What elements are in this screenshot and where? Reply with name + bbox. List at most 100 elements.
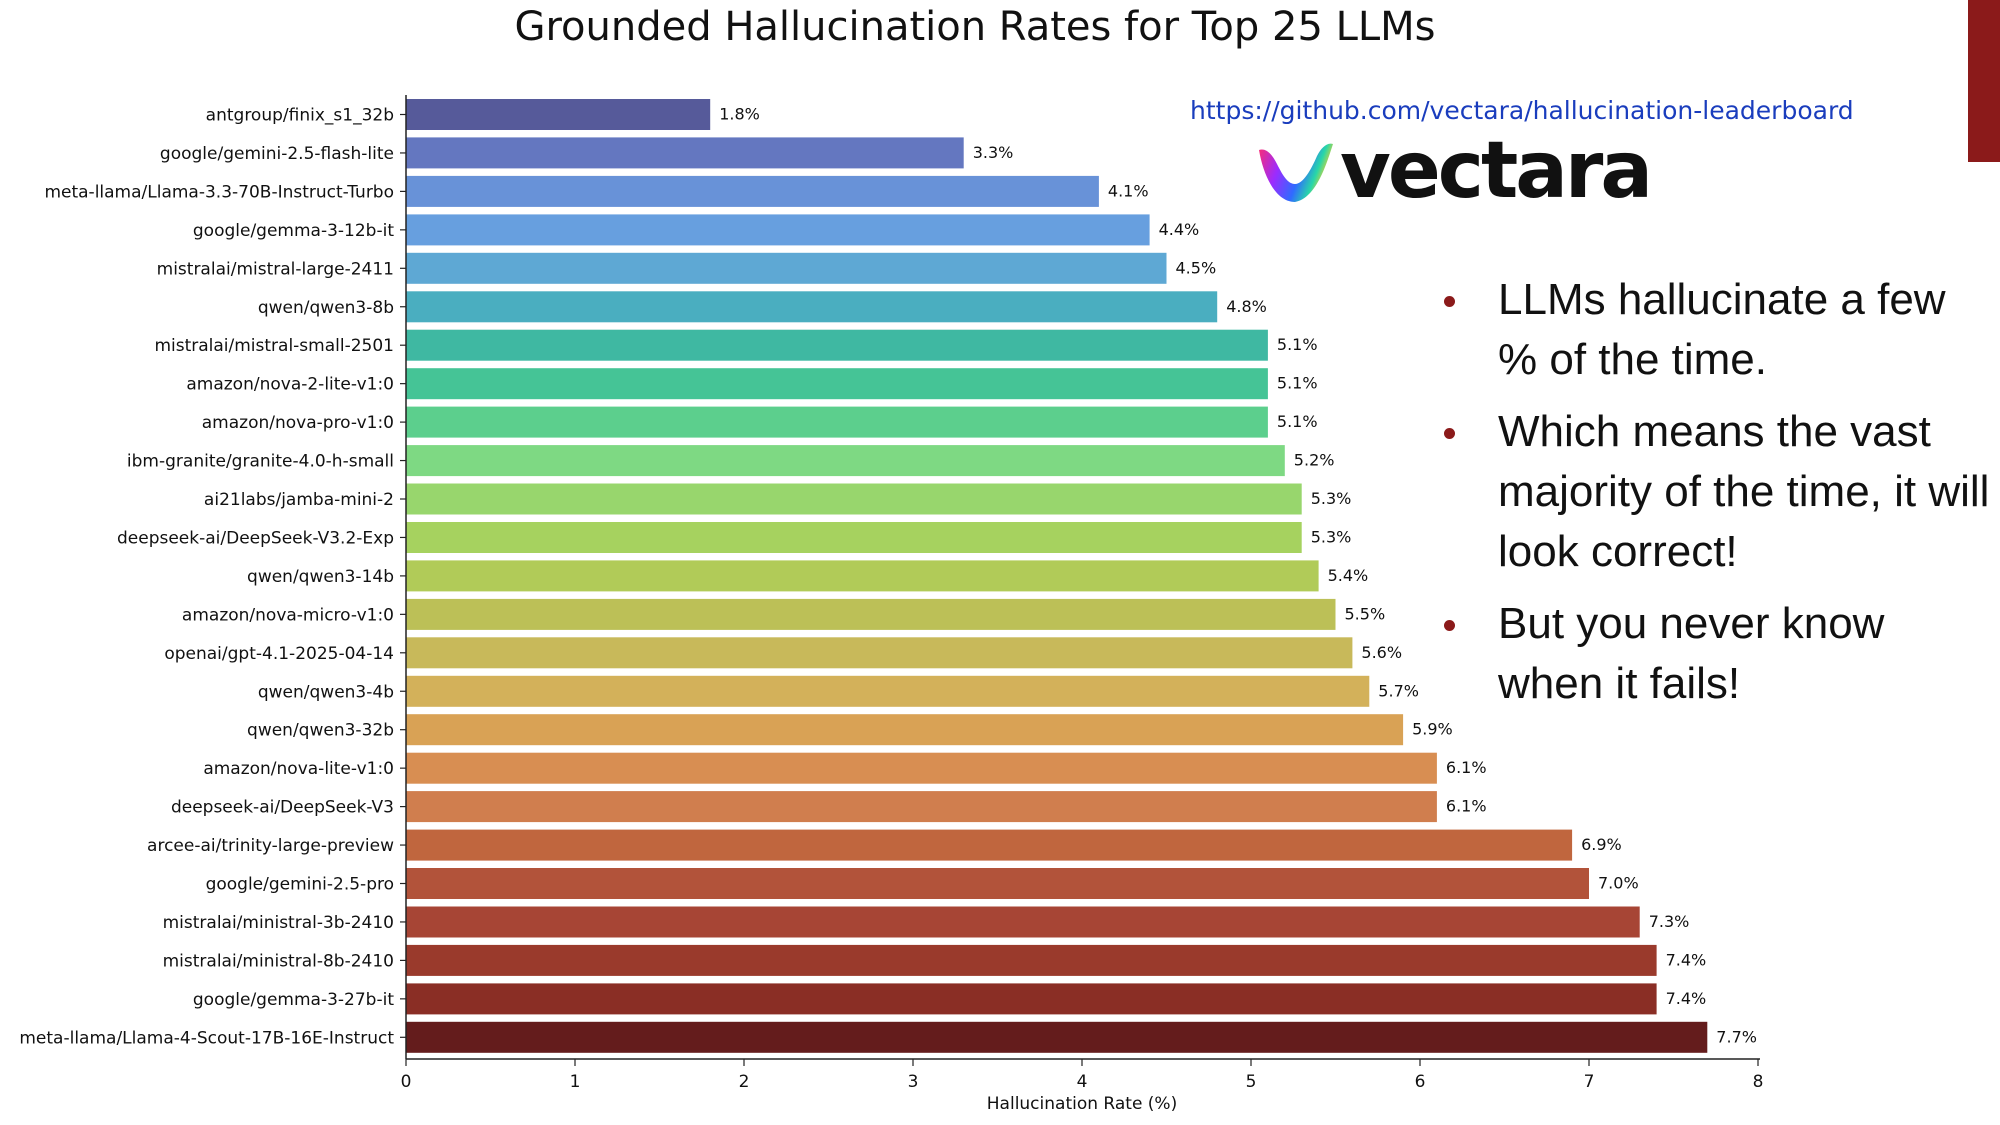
corner-accent-bar <box>1968 0 2000 162</box>
category-label: qwen/qwen3-32b <box>247 721 394 741</box>
data-label: 4.8% <box>1226 297 1267 316</box>
bar <box>406 252 1167 284</box>
data-label: 5.7% <box>1378 681 1419 700</box>
data-label: 4.4% <box>1159 220 1200 239</box>
category-label: meta-llama/Llama-3.3-70B-Instruct-Turbo <box>44 182 394 202</box>
bullet-text: Which means the vast majority of the tim… <box>1498 407 1990 576</box>
bar <box>406 637 1353 669</box>
x-tick-label: 6 <box>1415 1072 1426 1092</box>
category-label: google/gemini-2.5-pro <box>206 875 394 895</box>
data-label: 5.1% <box>1277 412 1318 431</box>
bar <box>406 406 1268 438</box>
category-label: ibm-granite/granite-4.0-h-small <box>127 452 394 472</box>
bar <box>406 983 1657 1015</box>
bar <box>406 445 1285 477</box>
bar <box>406 598 1336 630</box>
data-label: 5.2% <box>1294 451 1335 470</box>
bullet-dot-icon <box>1444 620 1455 631</box>
category-label: amazon/nova-2-lite-v1:0 <box>186 375 394 395</box>
chart-title: Grounded Hallucination Rates for Top 25 … <box>514 4 1436 50</box>
category-label: openai/gpt-4.1-2025-04-14 <box>164 644 394 664</box>
source-link[interactable]: https://github.com/vectara/hallucination… <box>1190 96 1854 125</box>
category-label: ai21labs/jamba-mini-2 <box>204 490 394 510</box>
vectara-wordmark: vectara <box>1340 126 1653 216</box>
category-label: amazon/nova-lite-v1:0 <box>203 759 394 779</box>
bar <box>406 906 1640 938</box>
data-label: 4.1% <box>1108 181 1149 200</box>
bar <box>406 137 964 169</box>
data-label: 7.7% <box>1716 1027 1757 1046</box>
category-label: qwen/qwen3-14b <box>247 567 394 587</box>
data-label: 7.4% <box>1666 950 1707 969</box>
category-label: mistralai/mistral-small-2501 <box>154 336 394 356</box>
bullet-item: But you never know when it fails! <box>1440 594 1990 714</box>
bar <box>406 522 1302 553</box>
category-label: deepseek-ai/DeepSeek-V3.2-Exp <box>117 529 394 549</box>
category-label: mistralai/ministral-3b-2410 <box>163 913 394 933</box>
category-label: arcee-ai/trinity-large-preview <box>147 836 394 856</box>
x-axis-label: Hallucination Rate (%) <box>987 1094 1177 1114</box>
data-label: 5.9% <box>1412 720 1453 739</box>
data-label: 5.1% <box>1277 335 1318 354</box>
category-label: mistralai/mistral-large-2411 <box>157 259 394 279</box>
category-label: deepseek-ai/DeepSeek-V3 <box>171 798 394 818</box>
data-label: 3.3% <box>973 143 1014 162</box>
bar <box>406 99 711 130</box>
x-tick-label: 5 <box>1246 1072 1257 1092</box>
bar <box>406 714 1404 746</box>
data-label: 5.6% <box>1361 643 1402 662</box>
bar <box>406 368 1268 400</box>
bar <box>406 175 1099 207</box>
category-label: google/gemma-3-27b-it <box>193 990 394 1010</box>
bar <box>406 944 1657 976</box>
bullet-text: But you never know when it fails! <box>1498 599 1885 708</box>
bullet-dot-icon <box>1444 296 1455 307</box>
category-label: amazon/nova-micro-v1:0 <box>182 605 394 625</box>
x-tick-label: 3 <box>908 1072 919 1092</box>
bar <box>406 1021 1708 1053</box>
x-tick-label: 7 <box>1584 1072 1595 1092</box>
x-tick-label: 2 <box>739 1072 750 1092</box>
data-label: 7.4% <box>1666 989 1707 1008</box>
data-label: 6.1% <box>1446 797 1487 816</box>
vectara-v-logo-icon <box>1259 143 1333 202</box>
bar <box>406 214 1150 246</box>
data-label: 6.1% <box>1446 758 1487 777</box>
category-label: amazon/nova-pro-v1:0 <box>202 413 394 433</box>
data-label: 7.0% <box>1598 874 1639 893</box>
data-label: 5.1% <box>1277 374 1318 393</box>
x-tick-label: 4 <box>1077 1072 1088 1092</box>
bullet-dot-icon <box>1444 428 1455 439</box>
bar <box>406 329 1268 361</box>
category-label: google/gemma-3-12b-it <box>193 221 394 241</box>
data-label: 7.3% <box>1649 912 1690 931</box>
data-label: 1.8% <box>719 105 760 124</box>
category-label: meta-llama/Llama-4-Scout-17B-16E-Instruc… <box>19 1028 394 1048</box>
data-label: 4.5% <box>1176 258 1217 277</box>
category-label: mistralai/ministral-8b-2410 <box>163 951 394 971</box>
bar <box>406 675 1370 707</box>
x-tick-label: 0 <box>401 1072 412 1092</box>
category-label: qwen/qwen3-4b <box>258 682 394 702</box>
x-tick-label: 1 <box>570 1072 581 1092</box>
x-tick-label: 8 <box>1753 1072 1764 1092</box>
bar <box>406 829 1573 861</box>
bar <box>406 868 1589 899</box>
category-label: google/gemini-2.5-flash-lite <box>160 144 394 164</box>
bar <box>406 791 1437 823</box>
bullet-item: LLMs hallucinate a few % of the time. <box>1440 270 1990 390</box>
bullet-list: LLMs hallucinate a few % of the time. Wh… <box>1440 270 1990 726</box>
bullet-text: LLMs hallucinate a few % of the time. <box>1498 275 1946 384</box>
bar <box>406 752 1437 784</box>
data-label: 5.4% <box>1328 566 1369 585</box>
data-label: 5.5% <box>1345 604 1386 623</box>
bullet-item: Which means the vast majority of the tim… <box>1440 402 1990 582</box>
bar <box>406 560 1319 592</box>
category-label: qwen/qwen3-8b <box>258 298 394 318</box>
data-label: 6.9% <box>1581 835 1622 854</box>
category-label: antgroup/finix_s1_32b <box>206 106 394 126</box>
data-label: 5.3% <box>1311 528 1352 547</box>
data-label: 5.3% <box>1311 489 1352 508</box>
bar <box>406 483 1302 515</box>
